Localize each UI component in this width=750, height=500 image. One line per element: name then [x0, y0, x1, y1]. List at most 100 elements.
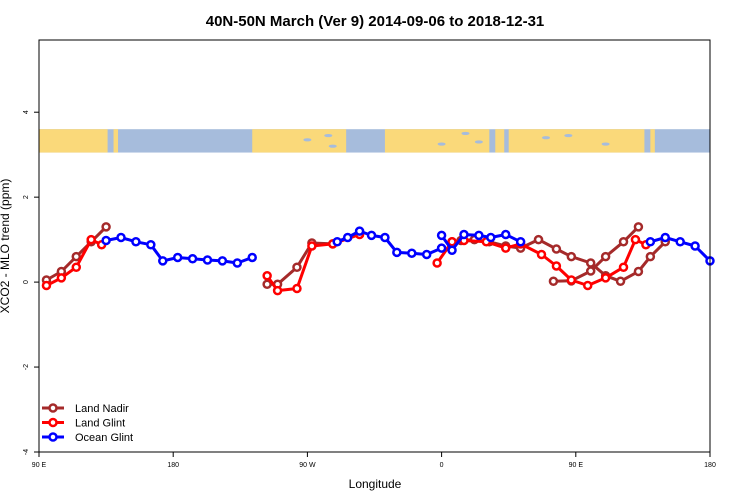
- map-lake: [541, 136, 550, 140]
- data-point: [645, 237, 656, 247]
- data-point: [548, 276, 559, 287]
- legend-swatch-marker: [48, 417, 58, 428]
- data-point: [436, 230, 447, 241]
- data-point: [566, 251, 577, 262]
- map-lake: [437, 142, 446, 146]
- data-point: [41, 280, 52, 291]
- data-point: [690, 241, 700, 251]
- chart-title: 40N-50N March (Ver 9) 2014-09-06 to 2018…: [206, 13, 545, 30]
- data-point: [56, 273, 67, 283]
- data-point: [633, 222, 644, 232]
- data-point: [436, 243, 447, 253]
- x-tick-label: 90 E: [32, 462, 47, 469]
- data-point: [500, 229, 511, 240]
- legend-item: Ocean Glint: [42, 432, 133, 444]
- data-point: [131, 237, 141, 247]
- x-axis: 90 E 180 90 W 0 90 E 180: [32, 452, 716, 469]
- data-point: [500, 243, 511, 253]
- data-point: [307, 241, 317, 251]
- series-layer: [41, 222, 715, 296]
- data-point: [101, 222, 111, 232]
- data-point: [217, 256, 228, 266]
- data-point: [202, 255, 213, 265]
- legend-label: Land Nadir: [75, 403, 129, 415]
- map-lake: [461, 131, 470, 136]
- data-point: [533, 234, 544, 245]
- data-point: [582, 280, 593, 291]
- x-axis-label: Longitude: [349, 477, 402, 491]
- data-point: [585, 258, 596, 268]
- data-point: [515, 237, 526, 247]
- map-lake: [474, 140, 483, 144]
- data-point: [86, 234, 96, 245]
- data-point: [292, 262, 302, 272]
- plot-frame: [38, 39, 711, 453]
- map-land: [113, 129, 119, 153]
- data-point: [262, 279, 272, 289]
- series-land-glint: [41, 229, 651, 296]
- data-point: [615, 276, 626, 287]
- series-line: [45, 238, 103, 287]
- x-tick-label: 180: [167, 462, 179, 469]
- data-point: [447, 237, 457, 247]
- map-land: [384, 129, 490, 153]
- data-point: [421, 249, 432, 260]
- data-point: [459, 229, 469, 240]
- y-tick-label: 0: [23, 280, 30, 284]
- map-land: [495, 129, 505, 153]
- data-point: [618, 262, 629, 272]
- data-point: [187, 253, 198, 264]
- data-point: [380, 232, 390, 243]
- data-point: [633, 266, 644, 277]
- legend: Land Nadir Land Glint Ocean Glint: [42, 403, 133, 444]
- data-point: [551, 261, 562, 271]
- map-lake: [564, 133, 573, 138]
- data-point: [332, 237, 342, 247]
- data-point: [407, 248, 417, 258]
- map-land: [252, 129, 347, 153]
- data-point: [474, 230, 484, 241]
- x-tick-label: 0: [440, 462, 444, 469]
- map-land: [39, 129, 108, 153]
- legend-label: Ocean Glint: [75, 432, 133, 444]
- data-point: [392, 247, 402, 258]
- map-lake: [324, 133, 333, 138]
- data-point: [630, 234, 641, 245]
- map-lake: [303, 138, 312, 142]
- legend-item: Land Glint: [42, 418, 125, 430]
- data-point: [600, 251, 611, 262]
- y-tick-label: 2: [23, 195, 30, 199]
- data-point: [146, 239, 156, 250]
- legend-swatch-marker: [48, 403, 58, 413]
- data-point: [618, 237, 629, 247]
- data-point: [354, 226, 365, 236]
- y-tick-label: -4: [23, 449, 30, 455]
- series-ocean-glint: [101, 226, 715, 268]
- data-point: [432, 258, 442, 268]
- data-point: [71, 262, 82, 272]
- y-tick-label: -2: [23, 364, 30, 370]
- data-point: [71, 251, 82, 262]
- data-point: [551, 244, 562, 254]
- data-point: [272, 285, 283, 296]
- data-point: [158, 256, 168, 266]
- data-point: [292, 283, 302, 294]
- data-point: [262, 270, 272, 281]
- x-tick-label: 180: [704, 462, 716, 469]
- data-point: [675, 237, 685, 247]
- data-point: [566, 275, 577, 285]
- data-point: [660, 232, 671, 243]
- legend-label: Land Glint: [75, 418, 125, 430]
- data-point: [172, 252, 183, 263]
- data-point: [116, 232, 126, 243]
- data-point: [536, 249, 547, 260]
- data-point: [101, 235, 111, 246]
- y-tick-label: 4: [23, 110, 30, 114]
- data-point: [447, 245, 457, 255]
- data-point: [247, 252, 257, 263]
- legend-item: Land Nadir: [42, 403, 129, 415]
- map-land: [508, 129, 645, 153]
- data-point: [600, 273, 611, 283]
- x-tick-label: 90 E: [569, 462, 584, 469]
